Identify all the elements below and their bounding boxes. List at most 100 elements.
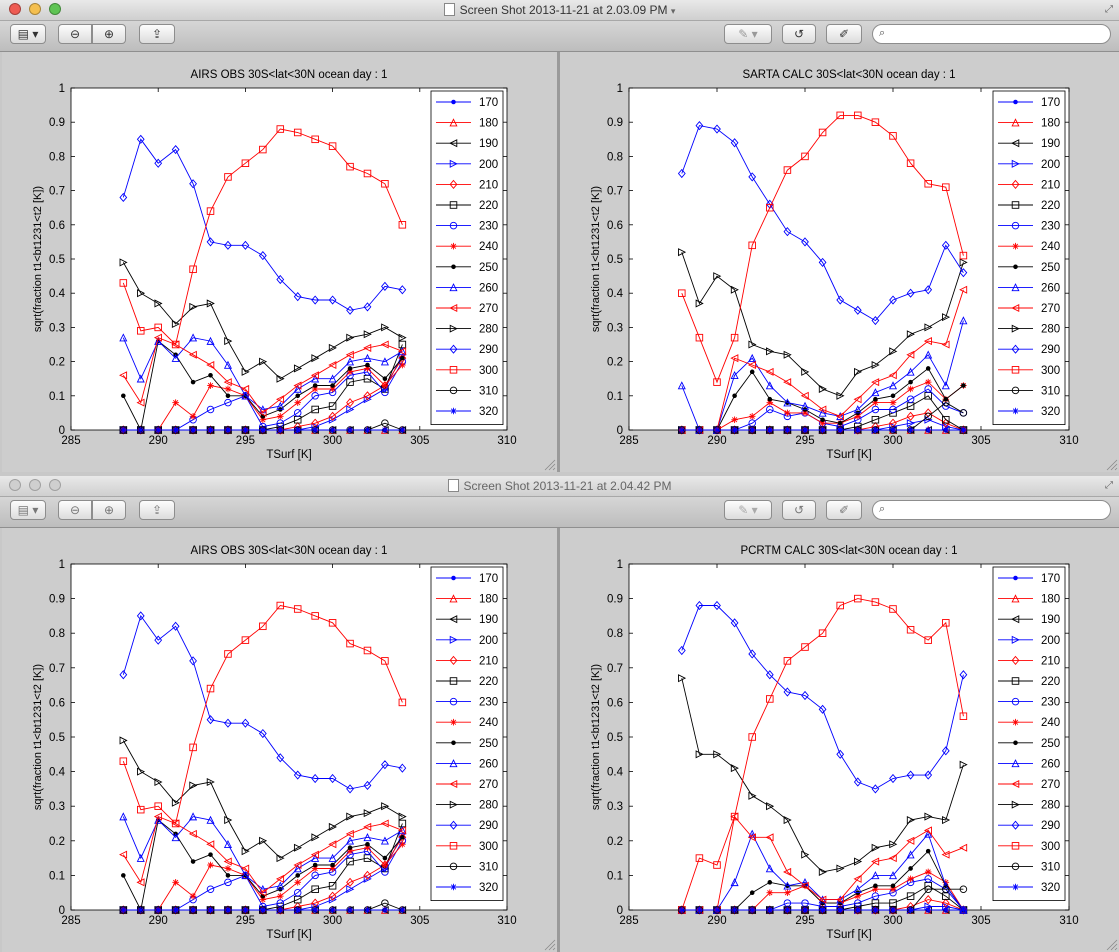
data-point-240: [172, 879, 179, 886]
close-button[interactable]: [9, 479, 21, 491]
data-point-280: [171, 798, 180, 807]
data-point-280: [311, 354, 320, 363]
legend-swatch-marker: [1011, 221, 1020, 230]
legend-item-320: 320: [998, 406, 1060, 418]
sidebar-view-button[interactable]: ▤ ▾: [10, 24, 46, 44]
data-point-320: [137, 906, 145, 914]
data-point-300: [398, 221, 407, 229]
edit-button[interactable]: ✐: [826, 500, 862, 520]
data-point-320: [731, 426, 738, 434]
data-point-290: [189, 179, 197, 189]
legend-label: 270: [1041, 303, 1060, 315]
data-point-260: [276, 881, 285, 890]
search-field[interactable]: ⌕: [872, 24, 1111, 44]
data-point-320: [329, 426, 336, 434]
data-point-300: [871, 118, 880, 126]
markup-button[interactable]: ✎ ▾: [724, 24, 772, 44]
data-point-290: [801, 237, 809, 247]
share-button[interactable]: ⇪: [139, 500, 175, 520]
data-point-300: [871, 598, 880, 606]
data-point-210: [871, 905, 880, 915]
zoom-out-button[interactable]: ⊖: [58, 24, 92, 44]
rotate-button[interactable]: ↺: [782, 24, 816, 44]
y-tick-label: 0.4: [607, 767, 624, 779]
data-point-230: [871, 405, 880, 414]
legend-swatch-marker: [1013, 99, 1018, 105]
data-point-210: [783, 425, 792, 435]
sidebar-view-button[interactable]: ▤ ▾: [10, 500, 46, 520]
data-point-250: [925, 848, 931, 854]
legend-item-260: 260: [436, 758, 498, 770]
x-tick-label: 310: [497, 435, 516, 447]
data-point-310: [381, 419, 389, 427]
title-bar[interactable]: Screen Shot 2013-11-21 at 2.04.42 PM ⤢: [0, 476, 1119, 497]
zoom-button[interactable]: [49, 479, 61, 491]
rotate-button[interactable]: ↺: [782, 500, 816, 520]
legend-swatch-marker: [449, 800, 458, 809]
legend-swatch-marker: [1013, 740, 1018, 746]
data-point-300: [171, 819, 180, 828]
data-point-280: [241, 367, 250, 376]
data-point-280: [695, 750, 704, 759]
close-button[interactable]: [9, 3, 21, 15]
markup-button[interactable]: ✎ ▾: [724, 500, 772, 520]
minimize-button[interactable]: [29, 479, 41, 491]
fullscreen-icon[interactable]: ⤢: [1105, 4, 1113, 15]
data-point-210: [136, 425, 145, 435]
zoom-in-button[interactable]: ⊕: [92, 500, 126, 520]
data-point-300: [328, 142, 337, 150]
zoom-button[interactable]: [49, 3, 61, 15]
minimize-button[interactable]: [29, 3, 41, 15]
series-280: [678, 674, 968, 876]
data-point-300: [206, 684, 215, 693]
window-title-text: Screen Shot 2013-11-21 at 2.03.09 PM: [459, 3, 668, 17]
zoom-in-button[interactable]: ⊕: [92, 24, 126, 44]
data-point-320: [819, 906, 826, 914]
data-point-320: [207, 906, 214, 914]
data-point-240: [207, 382, 214, 389]
document-icon: [447, 479, 459, 492]
data-point-280: [889, 840, 898, 849]
data-point-210: [889, 905, 897, 915]
panel-divider: [557, 528, 560, 952]
legend-item-310: 310: [436, 385, 498, 397]
legend-swatch-marker: [449, 139, 458, 148]
x-tick-label: 285: [61, 915, 80, 927]
data-point-280: [924, 323, 933, 332]
toolbar: ▤ ▾ ⊖ ⊕ ⇪ ✎ ▾ ↺ ✐ ⌕: [0, 497, 1119, 528]
x-tick-label: 300: [883, 915, 902, 927]
data-point-210: [346, 877, 354, 887]
data-point-250: [873, 396, 878, 402]
data-point-320: [801, 426, 809, 434]
data-point-300: [328, 619, 337, 627]
data-point-310: [942, 885, 950, 893]
fullscreen-icon[interactable]: ⤢: [1105, 480, 1113, 491]
data-point-270: [747, 360, 756, 370]
data-point-280: [871, 360, 880, 370]
data-point-210: [748, 425, 757, 435]
data-point-250: [225, 393, 231, 399]
title-bar[interactable]: Screen Shot 2013-11-21 at 2.03.09 PM ▾ ⤢: [0, 0, 1119, 21]
legend-swatch-marker: [1011, 139, 1020, 148]
data-point-300: [206, 207, 215, 215]
search-field[interactable]: ⌕: [872, 500, 1111, 520]
data-point-310: [381, 899, 389, 907]
legend-label: 240: [1041, 717, 1060, 729]
series-290: [677, 121, 968, 326]
share-button[interactable]: ⇪: [139, 24, 175, 44]
legend-swatch-marker: [1011, 324, 1020, 333]
data-point-210: [189, 905, 197, 915]
zoom-out-button[interactable]: ⊖: [58, 500, 92, 520]
data-point-290: [328, 773, 337, 784]
data-point-300: [730, 333, 739, 342]
series-line-280: [681, 678, 964, 873]
y-tick-label: 0.9: [49, 117, 65, 129]
edit-button[interactable]: ✐: [826, 24, 862, 44]
data-point-270: [765, 833, 774, 842]
data-point-290: [276, 753, 285, 763]
y-tick-label: 0.7: [49, 663, 65, 675]
legend-item-280: 280: [436, 324, 498, 336]
preview-window-2: Screen Shot 2013-11-21 at 2.04.42 PM ⤢ ▤…: [0, 476, 1119, 952]
title-menu-chevron-icon[interactable]: ▾: [670, 6, 676, 16]
data-point-320: [224, 906, 232, 914]
